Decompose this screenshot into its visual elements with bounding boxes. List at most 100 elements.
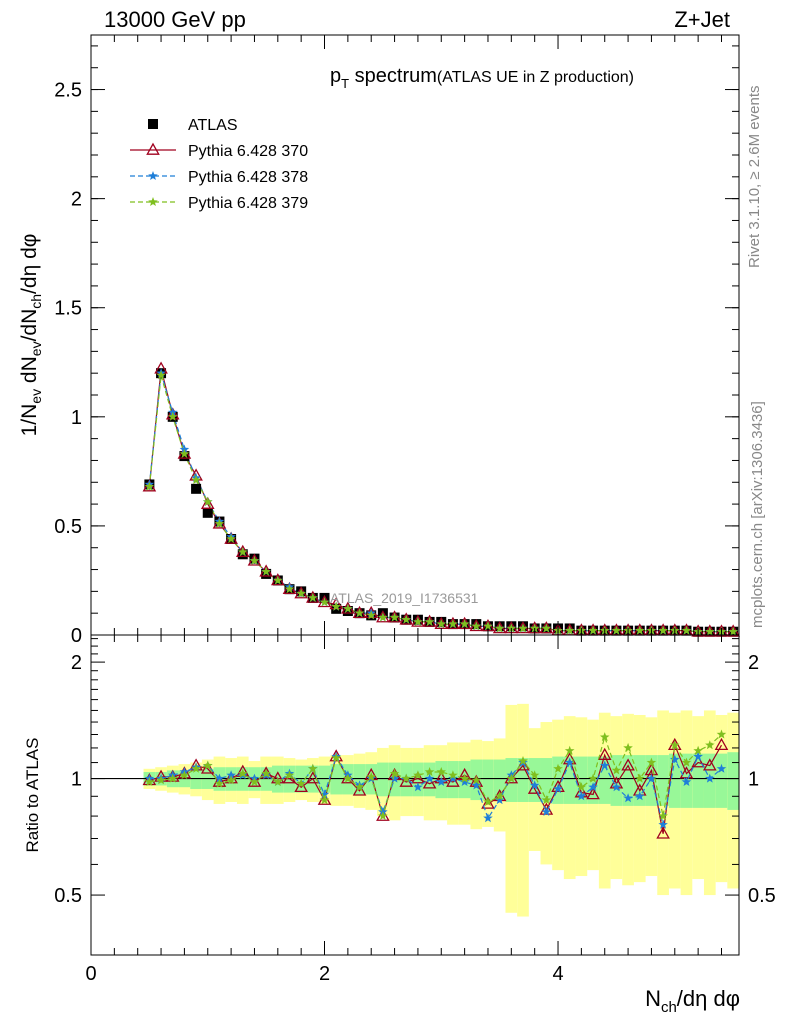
main-series-3-point <box>214 518 225 528</box>
main-series-3-point <box>179 448 190 458</box>
main-series-3-point <box>635 625 645 635</box>
main-series-3-point <box>156 370 166 380</box>
ratio-series-3-point <box>284 770 295 780</box>
legend-label-2: Pythia 6.428 378 <box>188 169 308 186</box>
ratio-series-1-point <box>481 796 495 809</box>
ratio-stat-uncertainty-band <box>657 755 669 806</box>
main-series-3-point <box>273 575 283 585</box>
ratio-series-2-point <box>389 773 400 783</box>
ratio-series-1-point <box>586 787 600 800</box>
ratio-series-3-point <box>459 773 470 783</box>
legend-marker-0 <box>148 119 158 129</box>
ratio-series-2-point <box>611 782 622 792</box>
ratio-series-1-point <box>422 776 437 789</box>
ratio-series-3-point <box>483 797 493 806</box>
ratio-series-2-point <box>576 791 587 801</box>
ratio-series-2-point <box>553 784 563 793</box>
ratio-series-1-point <box>597 747 612 760</box>
ratio-series-3-point <box>576 782 587 792</box>
ratio-series-2-point <box>448 773 458 783</box>
atlas-point <box>261 568 272 579</box>
atlas-point <box>237 549 248 560</box>
main-series-3-point <box>483 621 493 631</box>
main-y-tick-label: 2.5 <box>54 80 82 102</box>
ratio-series-1-point <box>539 802 554 815</box>
plot-title: pT spectrum(ATLAS UE in Z production) <box>330 65 634 91</box>
ratio-series-3-point <box>716 729 727 739</box>
ratio-series-2-point <box>483 813 493 823</box>
ratio-series-3-point <box>238 768 248 778</box>
ratio-plot-frame <box>90 634 740 956</box>
ratio-series-2-point <box>623 793 633 803</box>
ratio-series-2-point <box>541 806 552 816</box>
ratio-y-tick-label-right: 2 <box>748 652 759 674</box>
ratio-stat-uncertainty-band <box>703 753 716 808</box>
axes-ticks: 0 0.5 1 1.5 2 2.5 0.5 0.5 1 1 2 2 0 2 4 <box>54 35 776 985</box>
ratio-series-3-point <box>564 745 575 755</box>
ratio-series-3-point <box>413 770 423 780</box>
ratio-series-3-point <box>529 770 540 780</box>
ratio-series-3-point <box>541 795 552 805</box>
ratio-stat-uncertainty-band <box>668 753 681 808</box>
main-series-3-point <box>389 612 400 622</box>
ratio-stat-uncertainty-band <box>482 759 494 801</box>
ratio-y-tick-label: 0.5 <box>54 885 82 907</box>
main-series-3-point <box>191 475 201 485</box>
ratio-series-3-point <box>261 768 271 778</box>
x-tick-label: 4 <box>552 963 563 985</box>
main-series-3-point <box>413 616 423 626</box>
main-series-3-point <box>284 584 295 594</box>
main-y-tick-label: 0.5 <box>54 516 82 538</box>
atlas-point <box>179 451 190 462</box>
ratio-stat-uncertainty-band <box>563 756 576 804</box>
main-series-3-point <box>238 547 248 557</box>
ratio-series-2-point <box>564 757 575 767</box>
ratio-stat-uncertainty-band <box>610 755 623 806</box>
legend-marker-1 <box>146 142 160 155</box>
main-series-3-point <box>308 592 318 602</box>
ratio-series-3-point <box>296 778 306 788</box>
main-series-3-point <box>494 623 505 633</box>
ratio-series-2-point <box>693 751 703 761</box>
ratio-series-1-point <box>142 772 157 786</box>
ratio-series-3-point <box>156 775 166 785</box>
ratio-series-2-point <box>681 777 692 786</box>
ratio-series-3-point <box>623 742 633 752</box>
ratio-stat-uncertainty-band <box>377 762 389 797</box>
ratio-stat-uncertainty-band <box>412 762 424 797</box>
ratio-series-2-point <box>646 773 657 783</box>
main-series-3-point <box>144 481 155 491</box>
ratio-y-tick-label: 2 <box>71 652 82 674</box>
ratio-series-3-point <box>471 775 482 785</box>
legend-label-0: ATLAS <box>188 117 238 134</box>
x-tick-label: 0 <box>85 963 96 985</box>
ratio-total-uncertainty-band <box>517 703 529 917</box>
ratio-series-3-point <box>249 777 260 786</box>
ratio-series-3-point <box>168 773 178 783</box>
ratio-series-line-2 <box>149 755 722 825</box>
main-series-3-point <box>658 625 668 635</box>
atlas-point <box>342 606 353 616</box>
main-series-3-point <box>249 555 260 565</box>
ratio-series-2-point <box>658 819 668 829</box>
ratio-series-2-point <box>214 773 225 783</box>
main-series-3-point <box>459 619 470 629</box>
ratio-series-3-point <box>494 791 505 801</box>
main-series-1-point <box>200 496 215 509</box>
main-series-3-point <box>471 621 482 631</box>
main-series-3-point <box>378 612 388 622</box>
ratio-series-1-point <box>714 737 729 751</box>
main-series-3-point <box>366 610 376 620</box>
ratio-y-axis-label: Ratio to ATLAS <box>23 738 42 853</box>
main-series-3-point <box>401 614 411 624</box>
ratio-series-3-point <box>553 763 563 773</box>
main-series-3-point <box>203 496 213 506</box>
x-tick-label: 2 <box>319 963 330 985</box>
main-series-3-point <box>518 623 528 633</box>
ratio-series-3-point <box>203 760 213 770</box>
ratio-stat-uncertainty-band <box>517 758 529 802</box>
ratio-series-3-point <box>681 757 692 767</box>
main-series-3-point <box>354 608 365 618</box>
main-y-tick-label: 1.5 <box>54 298 82 320</box>
rivet-version-label: Rivet 3.1.10, ≥ 2.6M events <box>746 85 763 269</box>
